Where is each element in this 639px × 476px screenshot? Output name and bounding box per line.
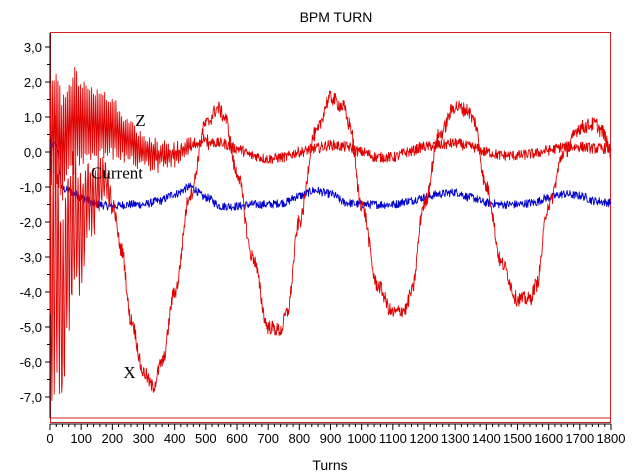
x-tick-label: 600 — [226, 431, 248, 446]
plot-frame — [50, 32, 611, 423]
x-tick-label: 800 — [288, 431, 310, 446]
series-label-x: X — [123, 363, 135, 382]
x-tick-label: 100 — [70, 431, 92, 446]
x-tick-label: 1700 — [565, 431, 594, 446]
x-tick-label: 900 — [320, 431, 342, 446]
x-axis-title: Turns — [312, 457, 347, 473]
y-axis: 3,0 2,0 1,0 0,0 -1,0 -2,0 -3,0 -4,0 -5,0 -6,0 -7,0 — [20, 33, 51, 418]
y-tick-label: -7,0 — [20, 390, 42, 405]
x-tick-label: 400 — [164, 431, 186, 446]
annotation-layer: Z Current X — [91, 111, 146, 382]
y-tick-label: -3,0 — [20, 250, 42, 265]
x-tick-label: 1200 — [410, 431, 439, 446]
series-label-current: Current — [91, 163, 143, 182]
series-line-x — [49, 90, 612, 401]
x-tick-label: 1800 — [597, 431, 626, 446]
y-tick-label: -4,0 — [20, 285, 42, 300]
x-tick-label: 200 — [101, 431, 123, 446]
y-tick-label: 1,0 — [24, 110, 42, 125]
x-tick-label: 300 — [133, 431, 155, 446]
y-tick-label: 3,0 — [24, 40, 42, 55]
y-tick-label: -6,0 — [20, 355, 42, 370]
y-tick-label: 2,0 — [24, 75, 42, 90]
y-tick-label: -2,0 — [20, 215, 42, 230]
y-tick-label: -5,0 — [20, 320, 42, 335]
x-axis: 0 100 200 300 400 500 600 700 800 900 1000 1100 1200… — [46, 423, 626, 446]
x-tick-label: 1300 — [441, 431, 470, 446]
y-tick-label: -1,0 — [20, 180, 42, 195]
series-line-z — [49, 66, 612, 201]
series-label-z: Z — [135, 111, 145, 130]
x-tick-label: 0 — [46, 431, 53, 446]
series-line-current — [49, 140, 612, 211]
x-tick-label: 1600 — [534, 431, 563, 446]
series-layer — [49, 66, 612, 401]
x-tick-label: 1400 — [472, 431, 501, 446]
y-tick-label: 0,0 — [24, 145, 42, 160]
x-tick-label: 700 — [257, 431, 279, 446]
chart-title: BPM TURN — [300, 9, 373, 25]
x-tick-label: 1000 — [347, 431, 376, 446]
x-tick-label: 500 — [195, 431, 217, 446]
x-tick-label: 1100 — [379, 431, 407, 446]
x-tick-label: 1500 — [503, 431, 532, 446]
